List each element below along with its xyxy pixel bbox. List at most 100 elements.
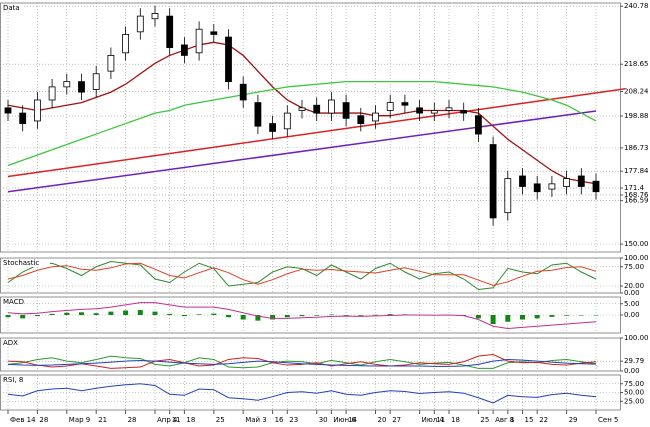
y-tick-label: 177.84 bbox=[624, 167, 649, 175]
candle-body bbox=[283, 112, 291, 130]
candle-body bbox=[34, 99, 41, 122]
y-tick-label: 0.00 bbox=[624, 311, 640, 319]
histogram-bar bbox=[137, 310, 143, 315]
candle-body bbox=[225, 36, 232, 83]
candle-body bbox=[122, 34, 129, 54]
histogram-bar bbox=[49, 313, 55, 315]
x-tick-label: 18 bbox=[186, 416, 195, 424]
x-tick-label: Апр 4 bbox=[157, 416, 178, 424]
candle-body bbox=[401, 102, 409, 106]
histogram-bar bbox=[343, 315, 349, 316]
histogram-bar bbox=[490, 315, 496, 324]
histogram-bar bbox=[123, 310, 129, 315]
x-tick-label: 21 bbox=[98, 416, 107, 424]
y-tick-label: 0.00 bbox=[624, 289, 640, 297]
histogram-bar bbox=[5, 315, 11, 318]
histogram-bar bbox=[387, 314, 393, 315]
panel-title: RSI, 8 bbox=[3, 376, 23, 384]
trend-line bbox=[7, 110, 597, 193]
panel-frame bbox=[0, 257, 621, 294]
histogram-bar bbox=[79, 312, 84, 315]
x-tick-label: Май 3 bbox=[245, 416, 267, 424]
histogram-bar bbox=[240, 315, 246, 320]
candle-body bbox=[504, 178, 512, 214]
y-tick-label: 171.4 bbox=[624, 184, 645, 192]
panel-frame bbox=[0, 2, 621, 253]
indicator-line bbox=[7, 353, 597, 369]
y-tick-label: 166.59 bbox=[624, 197, 649, 205]
candle-body bbox=[92, 73, 100, 90]
y-tick-label: 29.79 bbox=[624, 357, 644, 365]
histogram-bar bbox=[93, 313, 99, 315]
candle-body bbox=[195, 28, 203, 54]
histogram-bar bbox=[373, 314, 378, 316]
candle-body bbox=[342, 102, 350, 119]
histogram-bar bbox=[564, 315, 570, 316]
histogram-bar bbox=[578, 315, 584, 316]
candle-body bbox=[166, 15, 174, 48]
histogram-bar bbox=[108, 311, 114, 315]
candle-body bbox=[19, 112, 27, 124]
x-tick-label: 29 bbox=[569, 416, 578, 424]
y-tick-label: 218.65 bbox=[624, 60, 649, 68]
candle-body bbox=[313, 104, 321, 114]
panel-title-box bbox=[1, 339, 19, 347]
candle-body bbox=[357, 115, 365, 124]
panel-title: Stochastic bbox=[3, 259, 39, 267]
histogram-bar bbox=[196, 314, 202, 315]
candle-body bbox=[519, 175, 526, 187]
y-tick-label: 208.24 bbox=[624, 87, 649, 95]
histogram-bar bbox=[593, 315, 599, 316]
candle-body bbox=[474, 115, 482, 135]
histogram-bar bbox=[181, 315, 187, 317]
x-tick-label: Июн 6 bbox=[333, 416, 356, 424]
candle-body bbox=[239, 83, 247, 101]
candle-body bbox=[563, 178, 570, 187]
candle-body bbox=[489, 144, 497, 219]
x-tick-label: Июл 4 bbox=[422, 416, 445, 424]
y-tick-label: 20.00 bbox=[624, 282, 644, 290]
x-tick-label: Мар 9 bbox=[69, 416, 90, 424]
x-tick-label: 16 bbox=[275, 416, 284, 424]
histogram-bar bbox=[549, 315, 555, 317]
histogram-bar bbox=[284, 315, 290, 318]
y-tick-label: 50.00 bbox=[624, 389, 644, 397]
x-tick-label: 27 bbox=[392, 416, 401, 424]
indicator-line bbox=[7, 260, 597, 291]
indicator-line bbox=[7, 262, 597, 286]
histogram-bar bbox=[314, 315, 320, 316]
panel-title-box bbox=[1, 376, 32, 384]
candle-body bbox=[577, 175, 585, 187]
x-tick-label: Сен 5 bbox=[598, 416, 618, 424]
panel-title: MACD bbox=[3, 298, 24, 306]
indicator-line bbox=[7, 355, 597, 369]
histogram-bar bbox=[167, 313, 173, 315]
candle-body bbox=[78, 81, 85, 93]
candle-body bbox=[48, 86, 56, 101]
y-tick-label: 75.00 bbox=[624, 263, 644, 271]
y-tick-label: 186.73 bbox=[624, 144, 649, 152]
x-tick-label: 28 bbox=[39, 416, 48, 424]
indicator-line bbox=[7, 302, 597, 330]
x-tick-label: 11 bbox=[172, 416, 181, 424]
histogram-bar bbox=[328, 314, 334, 316]
x-tick-label: 14 bbox=[348, 416, 357, 424]
candle-body bbox=[180, 44, 188, 56]
candle-body bbox=[269, 123, 277, 132]
candle-body bbox=[107, 55, 115, 72]
histogram-bar bbox=[299, 315, 305, 317]
y-tick-label: 25.00 bbox=[624, 397, 644, 405]
x-tick-label: 20 bbox=[378, 416, 387, 424]
candle-body bbox=[592, 180, 600, 193]
candle-body bbox=[298, 107, 306, 111]
candle-body bbox=[445, 107, 453, 111]
indicator-line bbox=[7, 358, 597, 367]
panel-title-box bbox=[1, 259, 50, 267]
x-tick-label: 25 bbox=[480, 416, 489, 424]
x-tick-label: 18 bbox=[451, 416, 460, 424]
panel-title-box bbox=[1, 298, 23, 306]
histogram-bar bbox=[505, 315, 511, 322]
x-tick-label: 11 bbox=[436, 416, 445, 424]
y-tick-label: 150.00 bbox=[624, 240, 649, 248]
candle-body bbox=[63, 81, 71, 88]
